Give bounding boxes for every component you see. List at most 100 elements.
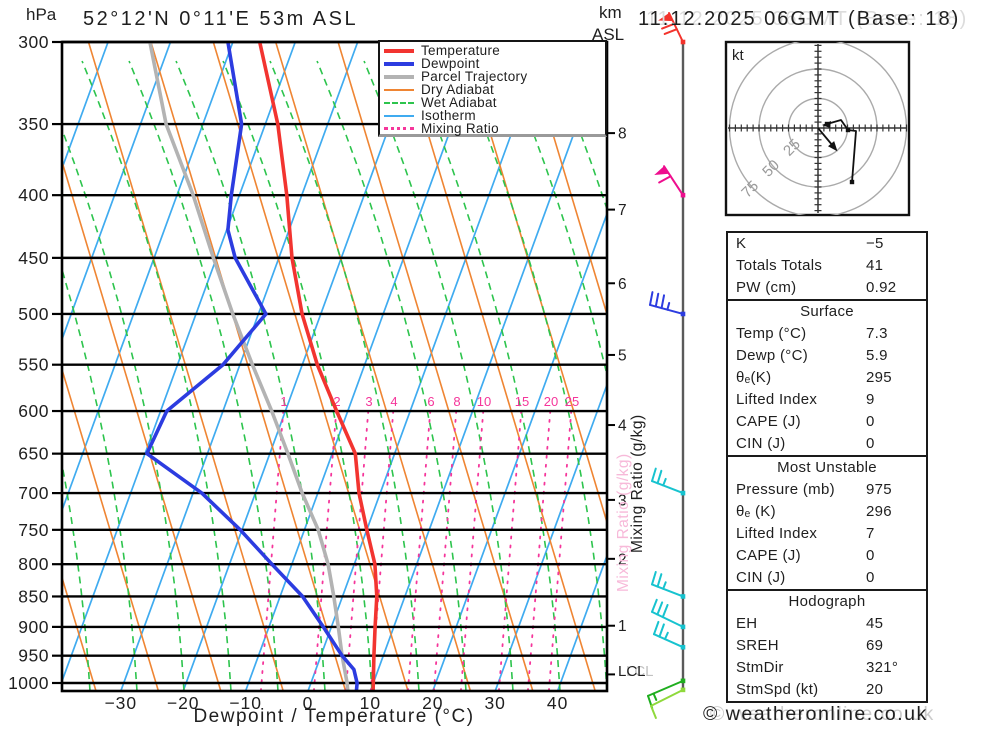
wind-barb-shaft	[651, 480, 684, 495]
wind-barb-feather	[656, 469, 663, 485]
isotherm-line	[62, 42, 234, 513]
table-row: EH 45	[728, 613, 926, 635]
isotherm-line	[62, 42, 297, 684]
legend-item: Wet Adiabat	[380, 95, 605, 110]
isotherm-line	[494, 382, 607, 691]
row-label: θₑ(K)	[736, 369, 772, 386]
wind-barb	[653, 620, 686, 650]
mixing-ratio-line	[259, 409, 285, 691]
wind-barb-shaft	[663, 165, 684, 197]
dry-adiabat-line	[87, 42, 284, 691]
mixing-ratio-value-label: 25	[565, 394, 579, 409]
table-row: θₑ (K) 296	[728, 501, 926, 523]
wet-adiabat-line	[128, 60, 279, 691]
hodograph-trace-marker	[845, 127, 851, 133]
temp-tick-label: 40	[547, 693, 568, 713]
wind-barb	[649, 291, 686, 317]
legend: Temperature Dewpoint Parcel Trajectory Dry …	[378, 40, 607, 137]
pressure-tick-label: 850	[18, 586, 49, 606]
wind-barb	[651, 598, 686, 630]
wind-barb	[654, 165, 686, 198]
sounding-curves	[145, 42, 379, 691]
dry-adiabat-line	[62, 158, 222, 691]
wind-barb-feather	[658, 175, 672, 184]
legend-sample-line	[384, 101, 414, 104]
km-tick-label: 1	[618, 618, 627, 635]
legend-sample-line	[384, 48, 414, 53]
mixing-ratio-value-label: 3	[365, 394, 372, 409]
dry-adiabat-line	[62, 574, 97, 691]
wind-barb-feather	[656, 601, 664, 616]
wind-barb-feather	[651, 570, 657, 586]
mixing-ratio-value-label: 20	[544, 394, 558, 409]
wind-barb-half-feather	[652, 692, 658, 701]
wind-barb-feather	[650, 704, 657, 719]
lcl-label: LCL	[618, 663, 646, 680]
pressure-tick-label: 600	[18, 401, 49, 421]
table-row: Totals Totals 41	[728, 255, 926, 277]
row-label: CIN (J)	[736, 435, 786, 452]
wet-adiabat-line	[62, 127, 185, 691]
wind-barb-feather	[649, 291, 654, 306]
legend-item-label: Parcel Trajectory	[421, 69, 528, 84]
pressure-tick-label: 500	[18, 304, 49, 324]
wind-barb-feather	[661, 22, 676, 30]
legend-item: Parcel Trajectory	[380, 69, 605, 84]
row-label: StmSpd (kt)	[736, 681, 819, 698]
table-row: Pressure (mb) 975	[728, 479, 926, 501]
pressure-tick-label: 900	[18, 617, 49, 637]
hodograph-trace-arrowhead	[822, 121, 831, 128]
isotherm-line	[432, 211, 607, 691]
legend-sample-line	[384, 74, 414, 79]
info-section-indices: K −5 Totals Totals 41 PW (cm) 0.92	[726, 231, 928, 301]
mixing-ratio-line	[547, 409, 573, 691]
mixing-ratio-line	[406, 409, 432, 691]
row-value: 0	[866, 547, 875, 564]
temp-tick-label: 20	[422, 693, 443, 713]
km-tick-label: 6	[618, 276, 627, 293]
row-label: EH	[736, 615, 758, 632]
wet-adiabat-line	[222, 60, 373, 691]
dry-adiabat-line	[274, 42, 472, 691]
info-section-header: Hodograph	[788, 593, 866, 610]
legend-sample-line	[384, 88, 414, 91]
legend-item: Dewpoint	[380, 56, 605, 71]
pressure-axis-unit: hPa	[26, 5, 57, 24]
row-label: StmDir	[736, 659, 784, 676]
row-value: 0	[866, 435, 875, 452]
wind-barb-shaft	[650, 688, 684, 707]
wind-barb-feather	[660, 294, 666, 310]
dry-adiabat-line	[212, 42, 409, 691]
wind-barb	[658, 12, 686, 45]
row-label: Lifted Index	[736, 525, 818, 542]
mixing-ratio-line	[497, 409, 523, 691]
legend-sample-line	[384, 127, 414, 130]
legend-sample-line	[384, 61, 414, 66]
copyright: © weatheronline.co.uk	[703, 703, 928, 725]
table-row: CAPE (J) 0	[728, 545, 926, 567]
isotherm-line	[62, 42, 109, 171]
table-row: SREH 69	[728, 635, 926, 657]
wet-adiabat-line	[62, 266, 138, 691]
wind-barb-feather	[663, 28, 678, 35]
row-value: 0	[866, 413, 875, 430]
legend-item-label: Wet Adiabat	[421, 95, 497, 110]
dry-adiabat-line	[399, 42, 596, 691]
datetime-label: 11.12.2025 06GMT (Base: 18)	[638, 8, 961, 30]
wet-adiabat-line	[81, 60, 232, 691]
storm-motion-arrow	[817, 127, 834, 147]
mixing-ratio-line	[526, 409, 552, 691]
row-value: 45	[866, 615, 884, 632]
table-row: K −5	[728, 233, 926, 255]
row-label: PW (cm)	[736, 279, 797, 296]
mixing-ratio-line	[344, 409, 370, 691]
pressure-tick-label: 350	[18, 114, 49, 134]
table-row: Lifted Index 7	[728, 523, 926, 545]
info-section-header: Most Unstable	[777, 459, 877, 476]
legend-item-label: Isotherm	[421, 108, 476, 123]
wind-barb-half-feather	[663, 631, 669, 641]
wind-barb-station-dot	[680, 624, 686, 630]
km-tick-label: 7	[618, 202, 627, 219]
